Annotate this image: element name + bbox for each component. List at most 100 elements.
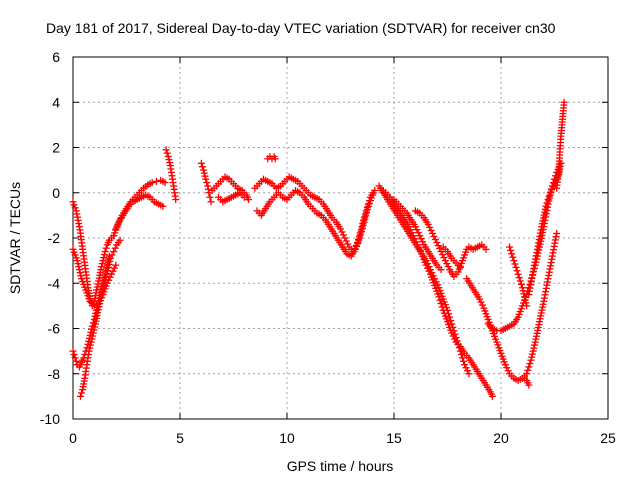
y-tick-label: -6	[48, 321, 61, 337]
data-point	[358, 224, 366, 232]
data-point	[100, 282, 108, 290]
data-point	[409, 232, 417, 240]
data-point	[89, 329, 97, 337]
series-track-25	[521, 374, 533, 389]
data-point	[76, 269, 84, 277]
data-point	[69, 347, 77, 355]
data-point	[553, 229, 561, 237]
data-point	[100, 251, 108, 259]
data-point	[75, 266, 83, 274]
data-point	[416, 232, 424, 240]
data-point	[543, 199, 551, 207]
data-point	[411, 235, 419, 243]
data-point	[338, 228, 346, 236]
series-track-5	[110, 176, 169, 240]
data-point	[522, 299, 530, 307]
series-track-22	[506, 243, 531, 310]
data-point	[202, 175, 210, 183]
data-point	[429, 229, 437, 237]
data-point	[424, 264, 432, 272]
data-point	[415, 244, 423, 252]
data-point	[102, 244, 110, 252]
data-point	[413, 226, 421, 234]
data-point	[100, 254, 108, 262]
data-point	[529, 347, 537, 355]
series-track-8	[197, 159, 215, 206]
y-axis-tick-labels: -10 -8 -6 -4 -2 0 2 4 6	[40, 49, 60, 427]
data-point	[417, 235, 425, 243]
y-tick-label: 4	[52, 94, 60, 110]
data-point	[510, 257, 518, 265]
data-point	[271, 155, 279, 163]
data-point	[99, 285, 107, 293]
data-point	[508, 250, 516, 258]
series-track-6	[112, 191, 167, 233]
data-point	[342, 237, 350, 245]
data-point	[530, 344, 538, 352]
data-point	[414, 229, 422, 237]
data-point	[357, 228, 365, 236]
data-point	[98, 291, 106, 299]
series-track-10	[215, 189, 248, 206]
data-point	[431, 236, 439, 244]
data-point	[443, 260, 451, 268]
data-point	[98, 260, 106, 268]
y-tick-label: 6	[52, 49, 60, 65]
grid-lines	[73, 57, 608, 419]
data-point	[99, 257, 107, 265]
chart-title: Day 181 of 2017, Sidereal Day-to-day VTE…	[46, 20, 556, 36]
data-point	[560, 98, 568, 106]
data-point	[514, 270, 522, 278]
data-point	[86, 344, 94, 352]
data-point	[516, 277, 524, 285]
data-point	[361, 215, 369, 223]
data-point	[501, 361, 509, 369]
data-point	[101, 278, 109, 286]
data-point	[456, 263, 464, 271]
data-point	[519, 287, 527, 295]
data-point	[108, 270, 116, 278]
data-point	[414, 241, 422, 249]
x-axis-tick-labels: 0 5 10 15 20 25	[69, 430, 616, 446]
data-point	[440, 254, 448, 262]
data-point	[477, 298, 485, 306]
data-point	[419, 238, 427, 246]
data-point	[86, 341, 94, 349]
data-point	[515, 274, 523, 282]
data-point	[113, 222, 121, 230]
data-point	[77, 272, 85, 280]
data-point	[447, 317, 455, 325]
data-point	[90, 326, 98, 334]
data-point	[109, 267, 117, 275]
data-point	[436, 245, 444, 253]
data-point	[110, 248, 118, 256]
data-point	[207, 198, 215, 206]
data-point	[166, 159, 174, 167]
data-point	[200, 169, 208, 177]
data-point	[360, 218, 368, 226]
data-point	[371, 186, 379, 194]
data-point	[523, 370, 531, 378]
x-axis-label: GPS time / hours	[287, 458, 394, 474]
data-point	[106, 257, 114, 265]
data-point	[94, 280, 102, 288]
series-track-20	[463, 229, 561, 385]
data-point	[198, 163, 206, 171]
data-point	[339, 231, 347, 239]
data-point	[94, 306, 102, 314]
data-point	[525, 363, 533, 371]
data-point	[76, 392, 84, 400]
data-point	[531, 341, 539, 349]
data-point	[102, 272, 110, 280]
data-point	[451, 335, 459, 343]
data-point	[406, 226, 414, 234]
data-point	[70, 351, 78, 359]
data-point	[523, 302, 531, 310]
data-point	[110, 264, 118, 272]
data-point	[545, 192, 553, 200]
data-point	[71, 354, 79, 362]
data-point	[240, 193, 248, 201]
data-point	[527, 356, 535, 364]
data-point	[97, 294, 105, 302]
